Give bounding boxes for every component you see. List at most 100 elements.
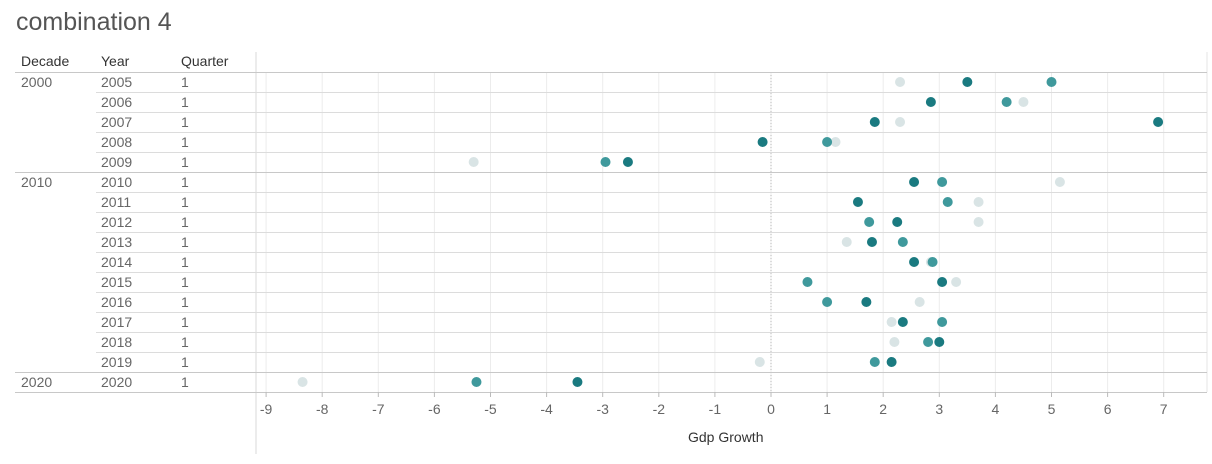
header-quarter: Quarter — [181, 53, 229, 69]
x-tick-label: 5 — [1048, 401, 1056, 417]
data-point-2017-dark — [897, 317, 908, 327]
row-decade-label: 2020 — [21, 374, 53, 390]
data-point-2008-dark — [757, 137, 768, 147]
row-year-label: 2016 — [101, 294, 133, 310]
data-point-2011-light — [973, 197, 984, 207]
x-tick-label: 0 — [767, 401, 775, 417]
data-point-2019-dark — [886, 357, 897, 367]
data-point-2014-dark — [909, 257, 920, 267]
row-quarter-label: 1 — [181, 294, 189, 310]
header-decade: Decade — [21, 53, 70, 69]
row-year-label: 2019 — [101, 354, 133, 370]
data-point-2016-light — [914, 297, 925, 307]
row-quarter-label: 1 — [181, 234, 189, 250]
x-tick-label: -9 — [260, 401, 273, 417]
row-quarter-label: 1 — [181, 314, 189, 330]
row-decade-label: 2010 — [21, 174, 53, 190]
x-tick-label: -8 — [316, 401, 329, 417]
row-year-label: 2018 — [101, 334, 133, 350]
data-point-2006-medium — [1001, 97, 1012, 107]
x-tick-label: -6 — [428, 401, 441, 417]
row-quarter-label: 1 — [181, 354, 189, 370]
data-point-2011-medium — [942, 197, 953, 207]
data-point-2013-light — [841, 237, 852, 247]
data-point-2020-medium — [471, 377, 482, 387]
data-point-2008-medium — [822, 137, 833, 147]
data-point-2010-medium — [937, 177, 948, 187]
data-point-2005-medium — [1046, 77, 1057, 87]
data-point-2020-dark — [572, 377, 583, 387]
data-point-2009-dark — [622, 157, 633, 167]
row-quarter-label: 1 — [181, 114, 189, 130]
data-point-2013-dark — [866, 237, 877, 247]
data-point-2017-light — [886, 317, 897, 327]
data-point-2008-light — [830, 137, 841, 147]
x-tick-label: -1 — [709, 401, 722, 417]
data-point-2019-medium — [869, 357, 880, 367]
data-point-2016-dark — [861, 297, 872, 307]
row-decade-label: 2000 — [21, 74, 53, 90]
x-tick-label: -7 — [372, 401, 385, 417]
x-tick-label: -5 — [484, 401, 497, 417]
data-point-2005-dark — [962, 77, 973, 87]
x-tick-label: 2 — [879, 401, 887, 417]
data-point-2016-medium — [822, 297, 833, 307]
row-year-label: 2015 — [101, 274, 133, 290]
data-point-2018-medium — [923, 337, 934, 347]
x-tick-label: 7 — [1160, 401, 1168, 417]
x-tick-label: -2 — [653, 401, 666, 417]
row-year-label: 2017 — [101, 314, 133, 330]
row-year-label: 2012 — [101, 214, 133, 230]
row-year-label: 2014 — [101, 254, 133, 270]
row-year-label: 2008 — [101, 134, 133, 150]
data-point-2020-light — [297, 377, 308, 387]
data-point-2007-light — [895, 117, 906, 127]
data-point-2005-light — [895, 77, 906, 87]
row-year-label: 2005 — [101, 74, 133, 90]
x-tick-label: -3 — [596, 401, 609, 417]
row-year-label: 2011 — [101, 194, 132, 210]
data-point-2018-dark — [934, 337, 945, 347]
data-point-2012-dark — [892, 217, 903, 227]
x-tick-label: -4 — [540, 401, 553, 417]
row-year-label: 2010 — [101, 174, 133, 190]
data-point-2009-light — [468, 157, 479, 167]
data-point-2007-dark — [1153, 117, 1164, 127]
row-quarter-label: 1 — [181, 254, 189, 270]
row-quarter-label: 1 — [181, 134, 189, 150]
row-year-label: 2013 — [101, 234, 133, 250]
x-axis-label: Gdp Growth — [688, 429, 764, 445]
row-quarter-label: 1 — [181, 374, 189, 390]
row-quarter-label: 1 — [181, 74, 189, 90]
row-year-label: 2006 — [101, 94, 133, 110]
data-point-2011-dark — [852, 197, 863, 207]
x-tick-label: 1 — [823, 401, 831, 417]
data-point-2015-light — [951, 277, 962, 287]
row-quarter-label: 1 — [181, 214, 189, 230]
data-point-2018-light — [889, 337, 900, 347]
data-point-2010-dark — [909, 177, 920, 187]
data-point-2014-medium — [927, 257, 938, 267]
row-quarter-label: 1 — [181, 154, 189, 170]
data-point-2015-medium — [802, 277, 813, 287]
data-point-2015-dark — [937, 277, 948, 287]
row-year-label: 2009 — [101, 154, 133, 170]
x-tick-label: 3 — [935, 401, 943, 417]
row-quarter-label: 1 — [181, 174, 189, 190]
data-point-2012-light — [973, 217, 984, 227]
header-year: Year — [101, 53, 130, 69]
row-year-label: 2007 — [101, 114, 133, 130]
data-point-2010-light — [1054, 177, 1065, 187]
data-point-2009-medium — [600, 157, 611, 167]
x-tick-label: 6 — [1104, 401, 1112, 417]
data-point-2007-dark — [869, 117, 880, 127]
row-year-label: 2020 — [101, 374, 133, 390]
data-point-2012-medium — [864, 217, 875, 227]
data-point-2006-dark — [925, 97, 936, 107]
x-tick-label: 4 — [992, 401, 1000, 417]
row-quarter-label: 1 — [181, 334, 189, 350]
row-quarter-label: 1 — [181, 94, 189, 110]
row-quarter-label: 1 — [181, 194, 189, 210]
data-point-2013-medium — [897, 237, 908, 247]
